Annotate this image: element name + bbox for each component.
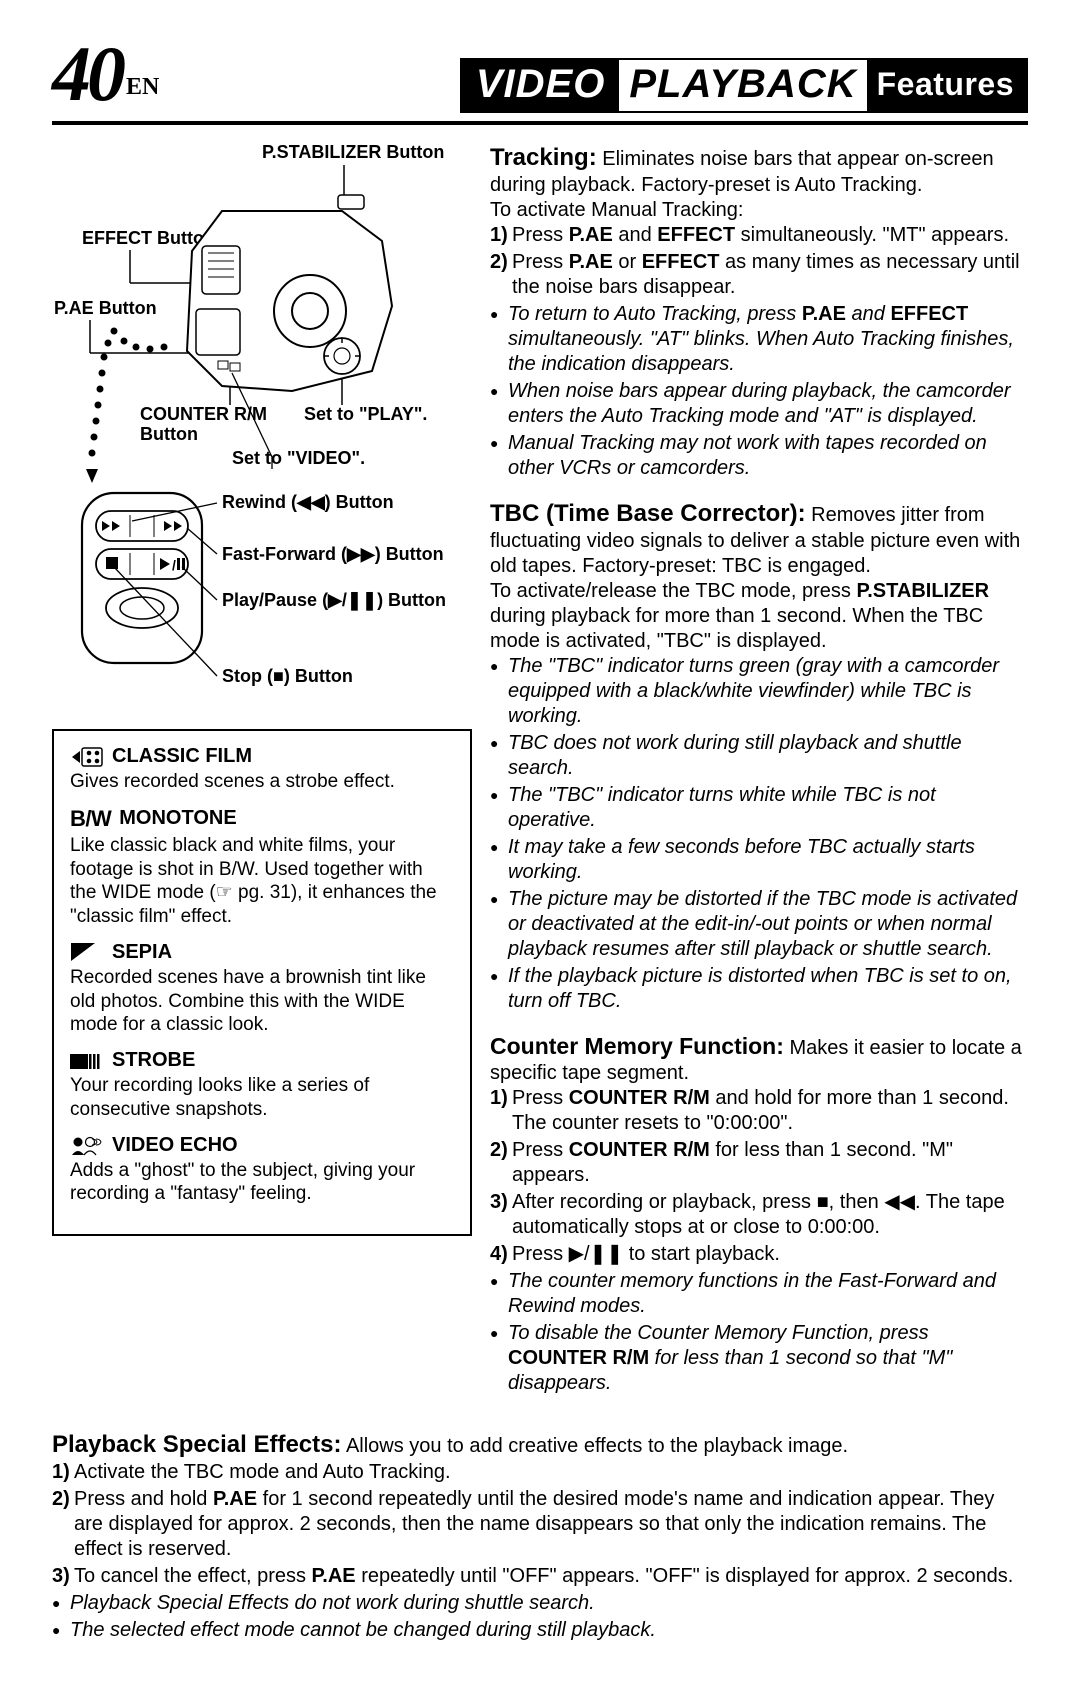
note-text: TBC does not work during still playback …	[508, 731, 1028, 781]
strobe-icon	[70, 1051, 104, 1071]
bold-pae: P.AE	[213, 1488, 257, 1510]
title-features: Features	[867, 58, 1028, 113]
manual-page: 40EN VIDEO PLAYBACK Features P.STABILIZE…	[0, 0, 1080, 1685]
note-text: It may take a few seconds before TBC act…	[508, 835, 1028, 885]
header-rule	[52, 121, 1028, 125]
step-text: Press	[512, 1139, 569, 1161]
tbc-notes: The "TBC" indicator turns green (gray wi…	[490, 654, 1028, 1014]
bold-counter-rm: COUNTER R/M	[569, 1139, 710, 1161]
right-column: Tracking: Eliminates noise bars that app…	[490, 143, 1028, 1414]
note-text: To disable the Counter Memory Function, …	[508, 1322, 929, 1344]
title-video: VIDEO	[460, 58, 619, 113]
step-text: Press ▶/❚❚ to start playback.	[512, 1243, 780, 1265]
bold-pae: P.AE	[312, 1565, 356, 1587]
bold-pae: P.AE	[802, 303, 846, 325]
bold-effect: EFFECT	[657, 224, 735, 246]
tracking-heading: Tracking:	[490, 144, 597, 171]
step-text: Press	[512, 224, 569, 246]
bold-effect: EFFECT	[642, 251, 720, 273]
counter-steps: 1)Press COUNTER R/M and hold for more th…	[490, 1086, 1028, 1267]
tracking-section: Tracking: Eliminates noise bars that app…	[490, 143, 1028, 481]
tracking-notes: To return to Auto Tracking, press P.AE a…	[490, 302, 1028, 481]
step-text: Press	[512, 1087, 569, 1109]
note-text: and	[846, 303, 890, 325]
playback-special-intro: Allows you to add creative effects to th…	[341, 1435, 848, 1457]
effect-sepia: SEPIA Recorded scenes have a brownish ti…	[70, 941, 454, 1037]
step-text: and	[613, 224, 657, 246]
effects-box: CLASSIC FILM Gives recorded scenes a str…	[52, 729, 472, 1236]
step-text: repeatedly until "OFF" appears. "OFF" is…	[356, 1565, 1014, 1587]
sepia-icon	[70, 942, 104, 962]
effect-classic-film: CLASSIC FILM Gives recorded scenes a str…	[70, 745, 454, 794]
note-text: simultaneously. "AT" blinks. When Auto T…	[508, 328, 1014, 375]
section-title: VIDEO PLAYBACK Features	[460, 58, 1028, 113]
bold-pae: P.AE	[569, 251, 613, 273]
step-text: or	[613, 251, 642, 273]
effect-title-text: CLASSIC FILM	[112, 745, 252, 768]
bold-pae: P.AE	[569, 224, 613, 246]
tbc-activate-text: during playback for more than 1 second. …	[490, 605, 983, 652]
left-column: P.STABILIZER Button EFFECT Button P.AE B…	[52, 143, 472, 1414]
bold-counter-rm: COUNTER R/M	[508, 1347, 649, 1369]
classic-film-icon	[70, 747, 104, 767]
bold-effect: EFFECT	[890, 303, 968, 325]
note-text: Playback Special Effects do not work dur…	[70, 1591, 1028, 1616]
bold-counter-rm: COUNTER R/M	[569, 1087, 710, 1109]
tbc-section: TBC (Time Base Corrector): Removes jitte…	[490, 499, 1028, 1014]
video-echo-icon	[70, 1135, 104, 1155]
step-text: simultaneously. "MT" appears.	[735, 224, 1009, 246]
effect-video-echo: VIDEO ECHO Adds a "ghost" to the subject…	[70, 1134, 454, 1207]
effect-title-text: SEPIA	[112, 941, 172, 964]
page-header: 40EN VIDEO PLAYBACK Features	[52, 35, 1028, 113]
step-text: To cancel the effect, press	[74, 1565, 312, 1587]
effect-desc: Like classic black and white films, your…	[70, 834, 454, 929]
note-text: The counter memory functions in the Fast…	[508, 1269, 1028, 1319]
effect-title-text: STROBE	[112, 1049, 195, 1072]
note-text: The picture may be distorted if the TBC …	[508, 887, 1028, 962]
step-text: Press and hold	[74, 1488, 213, 1510]
counter-memory-section: Counter Memory Function: Makes it easier…	[490, 1032, 1028, 1396]
page-number-value: 40	[52, 30, 122, 117]
step-text: Activate the TBC mode and Auto Tracking.	[74, 1461, 451, 1483]
svg-text:/: /	[172, 557, 176, 573]
tracking-activate-line: To activate Manual Tracking:	[490, 198, 1028, 223]
effect-desc: Your recording looks like a series of co…	[70, 1074, 454, 1122]
note-text: The selected effect mode cannot be chang…	[70, 1618, 1028, 1643]
bw-icon: B/W	[70, 806, 111, 832]
playback-special-heading: Playback Special Effects:	[52, 1431, 341, 1458]
effect-desc: Adds a "ghost" to the subject, giving yo…	[70, 1159, 454, 1207]
tracking-steps: 1)Press P.AE and EFFECT simultaneously. …	[490, 223, 1028, 300]
effect-monotone: B/W MONOTONE Like classic black and whit…	[70, 806, 454, 929]
bold-pstabilizer: P.STABILIZER	[856, 580, 989, 602]
title-playback: PLAYBACK	[619, 58, 866, 113]
step-text: Press	[512, 251, 569, 273]
note-text: To return to Auto Tracking, press	[508, 303, 802, 325]
effect-strobe: STROBE Your recording looks like a serie…	[70, 1049, 454, 1122]
note-text: When noise bars appear during playback, …	[508, 379, 1028, 429]
playback-special-notes: Playback Special Effects do not work dur…	[52, 1591, 1028, 1643]
page-lang-suffix: EN	[126, 74, 159, 100]
camcorder-svg: /	[52, 143, 472, 723]
effect-title-text: VIDEO ECHO	[112, 1134, 238, 1157]
step-text: After recording or playback, press ■, th…	[512, 1191, 1005, 1238]
counter-heading: Counter Memory Function:	[490, 1033, 784, 1059]
effect-desc: Recorded scenes have a brownish tint lik…	[70, 966, 454, 1037]
page-number: 40EN	[52, 35, 159, 113]
note-text: The "TBC" indicator turns green (gray wi…	[508, 654, 1028, 729]
effect-desc: Gives recorded scenes a strobe effect.	[70, 770, 454, 794]
note-text: If the playback picture is distorted whe…	[508, 964, 1028, 1014]
note-text: The "TBC" indicator turns white while TB…	[508, 783, 1028, 833]
two-column-layout: P.STABILIZER Button EFFECT Button P.AE B…	[52, 143, 1028, 1414]
counter-notes: The counter memory functions in the Fast…	[490, 1269, 1028, 1396]
effect-title-text: MONOTONE	[119, 807, 236, 830]
tbc-heading: TBC (Time Base Corrector):	[490, 500, 806, 527]
camcorder-diagram: P.STABILIZER Button EFFECT Button P.AE B…	[52, 143, 472, 723]
playback-special-section: Playback Special Effects: Allows you to …	[52, 1430, 1028, 1643]
note-text: Manual Tracking may not work with tapes …	[508, 431, 1028, 481]
playback-special-steps: 1)Activate the TBC mode and Auto Trackin…	[52, 1460, 1028, 1589]
tbc-activate-text: To activate/release the TBC mode, press	[490, 580, 856, 602]
